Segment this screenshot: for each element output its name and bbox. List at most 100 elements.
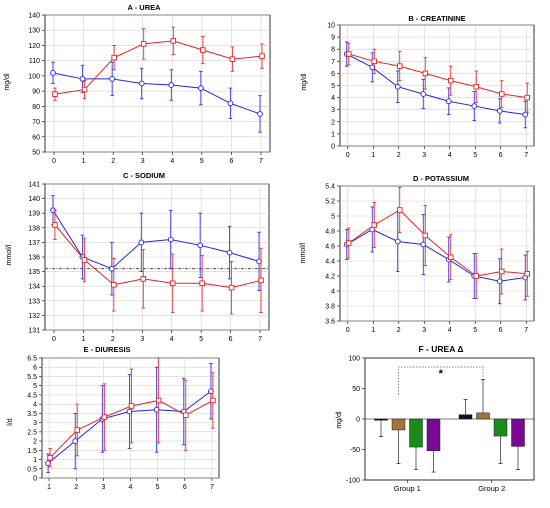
data-point bbox=[397, 207, 403, 213]
bar bbox=[458, 414, 473, 420]
data-point bbox=[226, 249, 233, 256]
y-tick-label: 120 bbox=[28, 43, 40, 50]
y-tick-label: 8 bbox=[331, 47, 335, 54]
x-tick-label: 4 bbox=[129, 484, 133, 491]
data-point bbox=[101, 414, 108, 420]
y-tick-label: 50 bbox=[352, 386, 360, 393]
data-point bbox=[138, 239, 145, 246]
data-point bbox=[109, 76, 115, 82]
y-axis-label: mg/dl bbox=[4, 73, 11, 91]
data-point bbox=[199, 280, 205, 287]
data-point bbox=[81, 86, 88, 93]
data-point bbox=[200, 47, 206, 53]
data-point bbox=[155, 397, 162, 404]
y-tick-label: 4 bbox=[331, 289, 335, 296]
y-tick-label: 137 bbox=[28, 240, 40, 247]
x-tick-label: 7 bbox=[259, 158, 263, 165]
y-tick-label: 6 bbox=[33, 365, 37, 372]
data-point bbox=[167, 236, 174, 243]
y-tick-label: 132 bbox=[28, 313, 40, 320]
data-point bbox=[170, 38, 177, 44]
y-tick-label: 131 bbox=[28, 328, 40, 335]
x-tick-label: 3 bbox=[101, 484, 105, 491]
x-tick-label: 7 bbox=[258, 336, 262, 343]
panel-sodium: C - SODIUM mmol/l 1311321331341351361371… bbox=[6, 171, 270, 343]
y-tick-label: 130 bbox=[28, 28, 40, 35]
x-tick-label: 7 bbox=[524, 152, 528, 159]
x-tick-label: 2 bbox=[111, 336, 115, 343]
x-tick-label: 6 bbox=[229, 158, 233, 165]
y-tick-label: 4 bbox=[331, 95, 335, 102]
data-point bbox=[138, 80, 145, 87]
y-tick-label: 110 bbox=[29, 58, 40, 65]
bar bbox=[409, 418, 423, 448]
data-point bbox=[52, 91, 58, 97]
x-tick-label: 3 bbox=[141, 158, 145, 165]
x-tick-label: 0 bbox=[52, 336, 56, 343]
x-tick-label: 0 bbox=[346, 327, 350, 334]
data-point bbox=[371, 58, 378, 65]
panel-urea: A - UREA mg/dl 5060708090100110120130140… bbox=[4, 3, 271, 165]
significance-bracket bbox=[398, 366, 484, 395]
x-tick-label: 4 bbox=[448, 327, 452, 334]
y-tick-label: 2 bbox=[331, 119, 335, 126]
y-tick-label: 5.5 bbox=[27, 374, 37, 381]
x-tick-label: 6 bbox=[183, 484, 187, 491]
panel-creatinine: B - CREATININE mg/dl 0 1 2 3 4 5 6 7 8 9 10 0 1 2 3 4 5 6… bbox=[301, 14, 535, 159]
x-tick-label: 1 bbox=[82, 158, 86, 165]
panel-diuresis: E - DIURESIS l/d 0 0.5 1 1.5 2 2.5 3 3.5 4 4.5 5 5.… bbox=[7, 345, 220, 491]
y-tick-label: 4.8 bbox=[325, 229, 335, 236]
data-point bbox=[169, 280, 176, 287]
y-tick-label: 5.2 bbox=[325, 199, 335, 206]
y-tick-label: 138 bbox=[28, 225, 40, 232]
data-point bbox=[498, 268, 505, 275]
y-tick-label: 2.5 bbox=[27, 429, 37, 436]
x-tick-label: 4 bbox=[170, 336, 174, 343]
plot-frame bbox=[339, 185, 535, 322]
series-line bbox=[346, 228, 526, 282]
panel-urea-delta: F - UREA Δ mg/dl -100 -50 0 50 100 Group 1 Gro… bbox=[336, 344, 535, 493]
x-tick-label: 3 bbox=[422, 152, 426, 159]
x-tick-label: 5 bbox=[199, 336, 203, 343]
x-tick-label: 5 bbox=[473, 152, 477, 159]
y-tick-label: 1 bbox=[33, 457, 37, 464]
data-point bbox=[524, 271, 530, 277]
y-tick-label: 5 bbox=[331, 83, 335, 90]
bar bbox=[374, 418, 388, 421]
data-point bbox=[183, 412, 189, 418]
x-tick-label: 2 bbox=[397, 152, 401, 159]
panel-title: A - UREA bbox=[127, 3, 161, 12]
y-tick-label: 4.4 bbox=[325, 259, 335, 266]
x-tick-label: 0 bbox=[346, 152, 350, 159]
y-tick-label: 6.5 bbox=[27, 356, 37, 363]
data-point bbox=[447, 254, 454, 260]
y-tick-label: 1.5 bbox=[27, 448, 37, 455]
y-tick-label: -50 bbox=[350, 447, 360, 454]
y-tick-label: 5 bbox=[331, 214, 335, 221]
data-point bbox=[371, 222, 378, 228]
y-tick-label: 7 bbox=[331, 59, 335, 66]
data-point bbox=[420, 91, 427, 97]
y-tick-label: 136 bbox=[28, 255, 40, 262]
x-tick-label: 2 bbox=[397, 327, 401, 334]
x-tick-label: 7 bbox=[210, 484, 214, 491]
data-point bbox=[50, 69, 56, 76]
data-point bbox=[198, 85, 204, 91]
y-tick-label: 139 bbox=[28, 211, 40, 218]
x-tick-label: 3 bbox=[140, 336, 144, 343]
x-tick-label: 5 bbox=[200, 158, 204, 165]
y-tick-label: 2 bbox=[33, 439, 37, 446]
x-tick-label: 1 bbox=[371, 152, 375, 159]
x-tick-label: 4 bbox=[448, 152, 452, 159]
data-point bbox=[128, 403, 135, 409]
y-tick-label: 140 bbox=[28, 196, 40, 203]
data-point bbox=[394, 238, 401, 245]
series-line bbox=[348, 209, 528, 277]
panel-title: F - UREA Δ bbox=[419, 344, 464, 354]
bar bbox=[476, 412, 490, 420]
series-line bbox=[52, 72, 261, 115]
y-axis-label: mmol/l bbox=[6, 244, 13, 265]
data-point bbox=[445, 98, 452, 105]
significance-marker: * bbox=[439, 368, 444, 380]
